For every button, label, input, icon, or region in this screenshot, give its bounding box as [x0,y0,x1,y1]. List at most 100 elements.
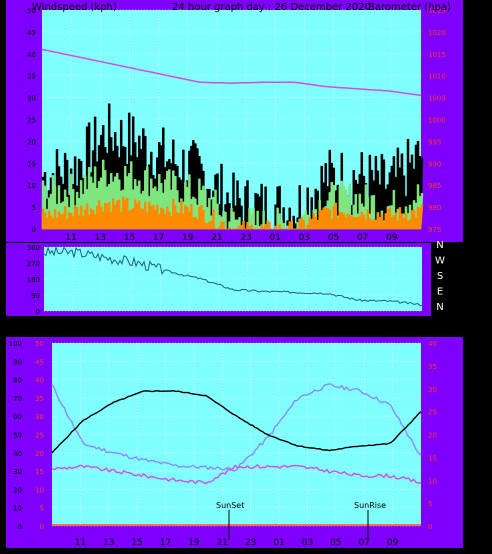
wind-series-2 [41,196,424,230]
bottom-left-tick: 10 [13,505,22,513]
top-left-label: Windspeed (kph) [32,2,117,13]
top-x-tick: 19 [182,233,194,243]
top-right-tick: 1005 [428,95,446,103]
top-chart-title: 24 hour graph day : 26 December 2020 [172,2,371,13]
compass-label: N [436,240,443,251]
top-x-tick: 05 [328,233,339,243]
top-right-label: Barometer (hpa) [368,2,451,13]
wind-direction-line [43,245,423,307]
bottom-rain-tick: 35 [35,395,44,403]
bottom-right-tick: 30 [428,386,437,394]
mid-series [43,245,423,307]
top-grid [42,9,421,230]
bottom-right-label: Temperature (°C)Dew Point (°C) [311,322,471,333]
bottom-rain-tick: 40 [35,377,44,385]
top-right-tick: 1020 [428,29,446,37]
top-left-tick: 45 [27,29,36,37]
top-x-tick: 01 [270,233,281,243]
bottom-right-axis: 0 5 10 15 20 25 30 35 40 [428,340,437,531]
bottom-rain-tick: 25 [35,432,44,440]
bottom-left-tick: 40 [13,450,22,458]
sunset-label: SunSet [216,501,244,510]
humidity-line [51,383,422,472]
top-left-tick: 35 [27,73,36,81]
top-x-tick: 15 [124,233,135,243]
bottom-left-tick: 50 [13,432,22,440]
top-right-tick: 1000 [428,117,446,125]
bottom-right-tick: 25 [428,409,437,417]
bottom-x-tick: 23 [245,538,256,548]
top-left-tick: 0 [32,226,36,234]
bottom-plot-area [52,343,421,526]
bottom-right-tick: 5 [428,500,432,508]
barometer-line [41,48,422,97]
bottom-left-tick: 100 [9,340,22,348]
compass-label: N [436,302,443,313]
top-left-axis: 0 5 10 15 20 25 30 35 40 45 50 [27,7,36,234]
top-left-tick: 40 [27,51,36,59]
top-right-tick: 1015 [428,51,446,59]
compass-label: E [437,287,443,298]
mid-left-tick: 0 [36,308,40,316]
bottom-rain-tick: 10 [35,486,44,494]
top-series [41,48,424,230]
bottom-left-label: Rainfall (mm) Humidity (%) [2,322,139,333]
top-left-tick: 5 [32,204,36,212]
mid-left-tick: 180 [27,276,40,284]
bottom-rain-tick: 15 [35,468,44,476]
compass-label: S [437,271,443,282]
top-left-tick: 25 [27,117,36,125]
bottom-x-tick: 19 [188,538,200,548]
bottom-rain-tick: 0 [40,523,44,531]
bottom-rain-tick: 30 [35,413,44,421]
top-right-tick: 995 [428,138,441,146]
mid-left-tick: 270 [27,260,40,268]
top-x-tick: 13 [95,233,106,243]
bottom-x-tick: 01 [273,538,284,548]
bottom-rain-tick: 5 [40,505,44,513]
top-right-tick: 1010 [428,73,446,81]
bottom-right-tick: 20 [428,432,437,440]
mid-left-tick: 360 [27,244,40,252]
bottom-right-tick: 15 [428,454,437,462]
top-left-tick: 20 [27,138,36,146]
top-x-tick: 07 [357,233,368,243]
top-x-tick: 23 [240,233,251,243]
bottom-right-tick: 0 [428,523,432,531]
top-x-tick: 09 [386,233,398,243]
bottom-left-tick: 70 [13,395,22,403]
top-right-tick: 1025 [428,7,446,15]
bottom-x-tick: 11 [75,538,86,548]
top-right-axis: 975 980 985 990 995 1000 1005 1010 1015 1020 1025 [428,7,446,234]
top-right-tick: 985 [428,182,441,190]
bottom-x-tick: 17 [160,538,171,548]
top-left-tick: 50 [27,7,36,15]
bottom-left-tick: 90 [13,358,22,366]
bottom-left-tick: 80 [13,377,22,385]
mid-grid [44,246,422,312]
mid-left-axis: 0 90 180 270 360 [27,244,40,316]
bottom-right-tick: 10 [428,477,437,485]
bottom-grid [52,342,421,527]
bottom-x-tick: 15 [131,538,142,548]
bottom-left-tick: 60 [13,413,22,421]
bottom-x-tick: 03 [302,538,313,548]
top-left-tick: 30 [27,95,36,103]
bottom-right-tick: 40 [428,340,437,348]
bottom-x-axis: 11 13 15 17 19 21 23 01 03 05 07 09 [75,538,399,548]
top-x-tick: 21 [211,233,222,243]
bottom-series [51,383,422,526]
bottom-x-tick: 07 [359,538,370,548]
bottom-rain-tick: 20 [35,450,44,458]
sunrise-label: SunRise [354,501,386,510]
top-left-tick: 10 [27,182,36,190]
top-right-tick: 990 [428,160,441,168]
top-x-tick: 17 [153,233,164,243]
top-x-tick: 11 [65,233,76,243]
bottom-left-tick: 0 [18,523,22,531]
top-left-tick: 15 [27,160,36,168]
bottom-rain-tick: 45 [35,358,44,366]
bottom-left-axis: 0 10 20 30 40 50 60 70 80 90 100 [9,340,22,531]
